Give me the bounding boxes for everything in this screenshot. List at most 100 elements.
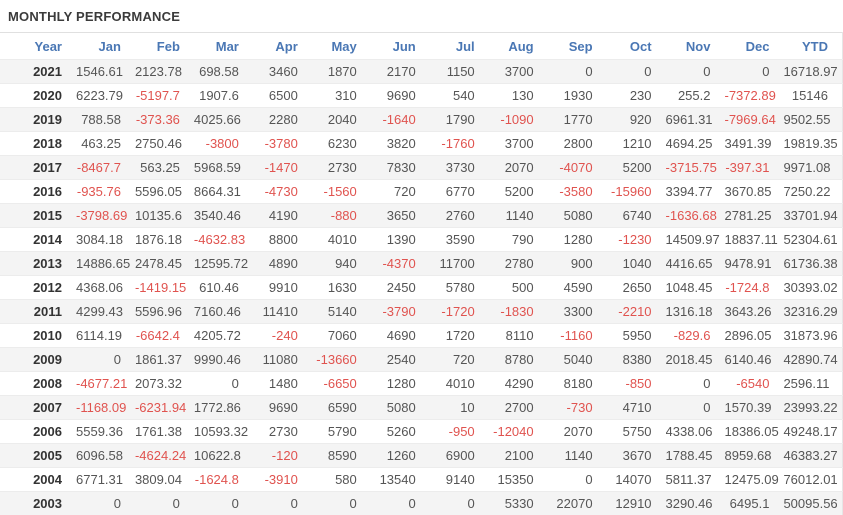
value-cell: 940: [335, 256, 357, 271]
value-cell: 9971.08: [783, 160, 831, 175]
value-cell: -1724.8: [725, 280, 770, 295]
value-cell: -3780: [264, 136, 298, 151]
value-cell: 3290.46: [665, 496, 713, 511]
value-cell: 3590: [445, 232, 475, 247]
value-cell: 3700: [504, 64, 534, 79]
value-cell: 4190: [268, 208, 298, 223]
value-cell: 8110: [505, 328, 534, 343]
value-cell: 2896.05: [724, 328, 772, 343]
value-cell: 33701.94: [783, 208, 838, 223]
value-cell: 4205.72: [193, 328, 241, 343]
value-cell: -4624.24: [134, 448, 187, 463]
value-cell: 0: [703, 64, 711, 79]
value-cell: 580: [335, 472, 357, 487]
value-cell: 1907.6: [199, 88, 239, 103]
value-cell: -397.31: [725, 160, 770, 175]
value-cell: 5811.37: [665, 472, 712, 487]
value-cell: -120: [271, 448, 298, 463]
value-cell: 5200: [504, 184, 534, 199]
table-body: 2021 1546.61 2123.78 698.58 3460 1870 2170 1150…: [0, 59, 843, 515]
value-cell: 1150: [446, 64, 475, 79]
value-cell: 13540: [379, 472, 416, 487]
column-header-dec: Dec: [724, 32, 784, 60]
value-cell: 6500: [268, 88, 298, 103]
value-cell: 5200: [622, 160, 652, 175]
value-cell: 6230: [327, 136, 357, 151]
value-cell: 11080: [262, 352, 298, 367]
value-cell: 4890: [268, 256, 298, 271]
value-cell: 2100: [504, 448, 534, 463]
value-cell: 4694.25: [665, 136, 713, 151]
value-cell: 1790: [445, 112, 475, 127]
value-cell: 2700: [504, 400, 534, 415]
value-cell: -4370: [382, 256, 416, 271]
column-header-oct: Oct: [606, 32, 666, 60]
value-cell: 6961.31: [665, 112, 713, 127]
value-cell: 4368.06: [76, 280, 123, 295]
value-cell: 6740: [622, 208, 652, 223]
column-header-sep: Sep: [547, 32, 607, 60]
value-cell: 3540.46: [193, 208, 241, 223]
value-cell: 1630: [327, 280, 357, 295]
value-cell: 8959.68: [724, 448, 772, 463]
value-cell: 8780: [504, 352, 534, 367]
value-cell: 49248.17: [783, 424, 838, 439]
value-cell: 3670: [622, 448, 652, 463]
value-cell: 31873.96: [783, 328, 838, 343]
value-cell: -3798.69: [76, 208, 128, 223]
value-cell: 0: [703, 400, 711, 415]
value-cell: 19819.35: [783, 136, 838, 151]
year-cell: 2017: [33, 160, 62, 175]
value-cell: 1280: [563, 232, 593, 247]
value-cell: -1830: [500, 304, 534, 319]
table-row: 2007 -1168.09 -6231.94 1772.86 9690 6590 5080 1…: [0, 395, 843, 420]
value-cell: 0: [585, 472, 593, 487]
value-cell: -880: [330, 208, 357, 223]
value-cell: 230: [629, 88, 652, 103]
value-cell: 0: [644, 64, 652, 79]
year-cell: 2014: [33, 232, 62, 247]
table-row: 2012 4368.06 -1419.15 610.46 9910 1630 2450 578…: [0, 275, 843, 300]
value-cell: 1048.45: [665, 280, 713, 295]
value-cell: 6140.46: [724, 352, 772, 367]
value-cell: 0: [113, 496, 121, 511]
column-header-apr: Apr: [252, 32, 312, 60]
value-cell: 0: [231, 496, 239, 511]
value-cell: 32316.29: [783, 304, 838, 319]
table-row: 2018 463.25 2750.46 -3800 -3780 6230 3820 -1760…: [0, 131, 843, 156]
value-cell: 1761.38: [134, 424, 182, 439]
value-cell: 10622.8: [193, 448, 241, 463]
value-cell: -4677.21: [76, 376, 128, 391]
value-cell: 61736.38: [783, 256, 838, 271]
value-cell: 3650: [386, 208, 416, 223]
value-cell: 9478.91: [724, 256, 772, 271]
value-cell: 4010: [327, 232, 357, 247]
value-cell: 11700: [439, 256, 475, 271]
value-cell: 3300: [563, 304, 593, 319]
value-cell: 540: [452, 88, 475, 103]
year-cell: 2015: [33, 208, 62, 223]
table-row: 2019 788.58 -373.36 4025.66 2280 2040 -1640 179…: [0, 107, 843, 132]
value-cell: -13660: [316, 352, 357, 367]
table-row: 2005 6096.58 -4624.24 10622.8 -120 8590 1260 69…: [0, 443, 843, 468]
value-cell: 5596.96: [134, 304, 182, 319]
value-cell: 16718.97: [783, 64, 838, 79]
value-cell: -4632.83: [193, 232, 246, 247]
year-cell: 2019: [33, 112, 62, 127]
value-cell: 15146: [791, 88, 828, 103]
column-header-ytd: YTD: [783, 32, 843, 60]
value-cell: 2170: [386, 64, 416, 79]
value-cell: -1470: [264, 160, 298, 175]
value-cell: -3580: [559, 184, 593, 199]
value-cell: -6231.94: [134, 400, 187, 415]
value-cell: 0: [290, 496, 298, 511]
value-cell: 4690: [386, 328, 416, 343]
value-cell: 1788.45: [665, 448, 713, 463]
table-row: 2003 0 0 0 0 0 0 0 5330 22070 12910 3290.46 6495.1 50…: [0, 491, 843, 515]
value-cell: -1720: [441, 304, 475, 319]
year-cell: 2004: [33, 472, 62, 487]
value-cell: -7969.64: [724, 112, 776, 127]
value-cell: 2280: [268, 112, 298, 127]
year-cell: 2018: [33, 136, 62, 151]
table-row: 2011 4299.43 5596.96 7160.46 11410 5140 -3790 -…: [0, 299, 843, 324]
